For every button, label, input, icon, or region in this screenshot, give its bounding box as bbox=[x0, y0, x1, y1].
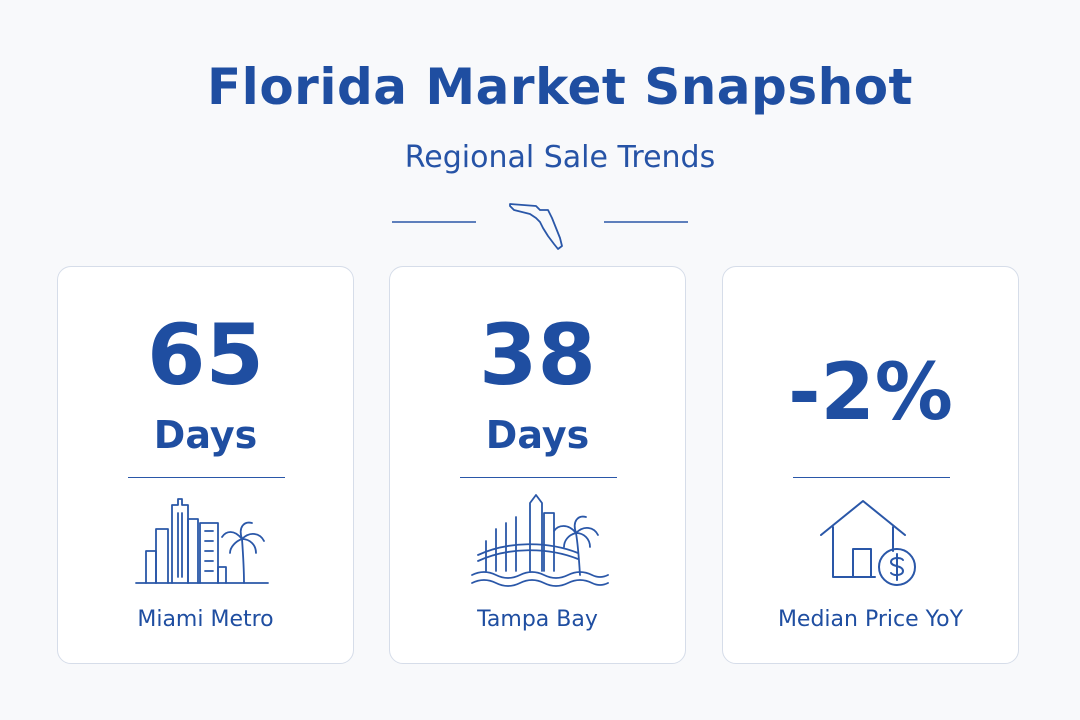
header-divider bbox=[392, 203, 688, 250]
metric-value: 65 bbox=[147, 306, 264, 404]
tampa-skyline-icon bbox=[471, 494, 609, 587]
metric-card-median-price: -2% Median Price YoY bbox=[722, 266, 1019, 664]
card-divider bbox=[460, 477, 617, 478]
card-divider bbox=[128, 477, 285, 478]
card-label: Median Price YoY bbox=[777, 607, 964, 632]
page-subtitle: Regional Sale Trends bbox=[404, 140, 716, 175]
florida-map-icon bbox=[509, 203, 563, 250]
metric-card-tampa: 38 Days Tampa Bay bbox=[389, 266, 686, 664]
card-label: Miami Metro bbox=[137, 607, 274, 632]
metric-unit: Days bbox=[485, 413, 590, 457]
card-label: Tampa Bay bbox=[477, 607, 598, 632]
miami-skyline-icon bbox=[135, 498, 269, 584]
metric-value: 38 bbox=[479, 306, 596, 404]
house-dollar-icon bbox=[820, 500, 916, 586]
card-divider bbox=[793, 477, 950, 478]
metric-card-miami: 65 Days Miami Metro bbox=[57, 266, 354, 664]
metric-value: -2% bbox=[788, 348, 953, 438]
page-title: Florida Market Snapshot bbox=[207, 58, 913, 116]
metric-unit: Days bbox=[153, 413, 258, 457]
